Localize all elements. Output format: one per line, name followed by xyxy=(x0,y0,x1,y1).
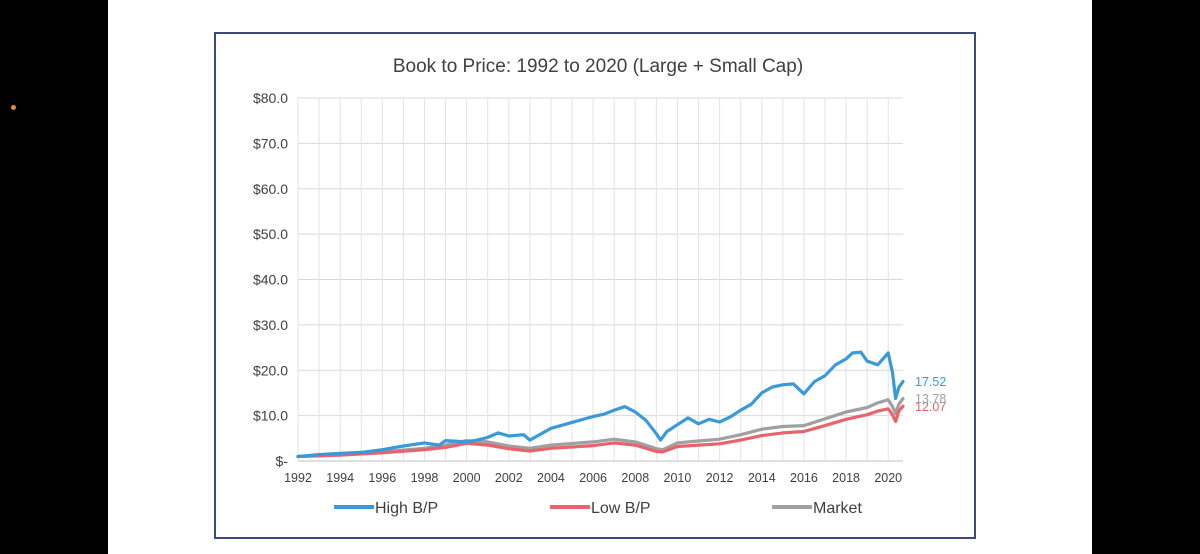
x-tick-label: 2020 xyxy=(874,471,902,485)
y-axis-ticks: $- $10.0 $20.0 $30.0 $40.0 $50.0 $60.0 $70.0 $80… xyxy=(253,90,288,469)
x-axis-ticks: 1992 1994 1996 1998 2000 2002 2004 2006 2008 2010… xyxy=(284,471,902,485)
end-value-label: 17.52 xyxy=(915,375,946,389)
y-tick-label: $50.0 xyxy=(253,226,288,242)
x-tick-label: 1996 xyxy=(368,471,396,485)
x-tick-label: 1992 xyxy=(284,471,312,485)
end-value-label: 13.78 xyxy=(915,392,946,406)
x-tick-label: 2014 xyxy=(748,471,776,485)
x-tick-label: 1994 xyxy=(326,471,354,485)
chart-title: Book to Price: 1992 to 2020 (Large + Sma… xyxy=(393,56,803,77)
y-tick-label: $70.0 xyxy=(253,135,288,151)
series-line-high-b-p xyxy=(296,350,905,459)
legend: High B/P Low B/P Market xyxy=(334,500,862,517)
y-tick-label: $60.0 xyxy=(253,181,288,197)
y-tick-label: $10.0 xyxy=(253,408,288,424)
x-tick-label: 2004 xyxy=(537,471,565,485)
grid xyxy=(297,97,903,462)
end-value-label: 12.07 xyxy=(915,400,946,414)
x-tick-label: 1998 xyxy=(411,471,439,485)
x-tick-label: 2000 xyxy=(453,471,481,485)
x-tick-label: 2012 xyxy=(706,471,734,485)
series-lines xyxy=(296,350,905,459)
y-tick-label: $40.0 xyxy=(253,272,288,288)
x-tick-label: 2018 xyxy=(832,471,860,485)
x-tick-label: 2010 xyxy=(664,471,692,485)
line-chart: Book to Price: 1992 to 2020 (Large + Sma… xyxy=(253,56,946,517)
legend-label: Market xyxy=(813,500,862,517)
y-tick-label: $80.0 xyxy=(253,90,288,106)
y-tick-label: $20.0 xyxy=(253,362,288,378)
chart-frame: Book to Price: 1992 to 2020 (Large + Sma… xyxy=(214,32,976,539)
y-tick-label: $30.0 xyxy=(253,317,288,333)
x-tick-label: 2006 xyxy=(579,471,607,485)
bullet-dot xyxy=(11,105,16,110)
legend-label: Low B/P xyxy=(591,500,651,517)
x-tick-label: 2008 xyxy=(621,471,649,485)
x-tick-label: 2002 xyxy=(495,471,523,485)
legend-label: High B/P xyxy=(375,500,438,517)
x-tick-label: 2016 xyxy=(790,471,818,485)
y-tick-label: $- xyxy=(276,453,289,469)
